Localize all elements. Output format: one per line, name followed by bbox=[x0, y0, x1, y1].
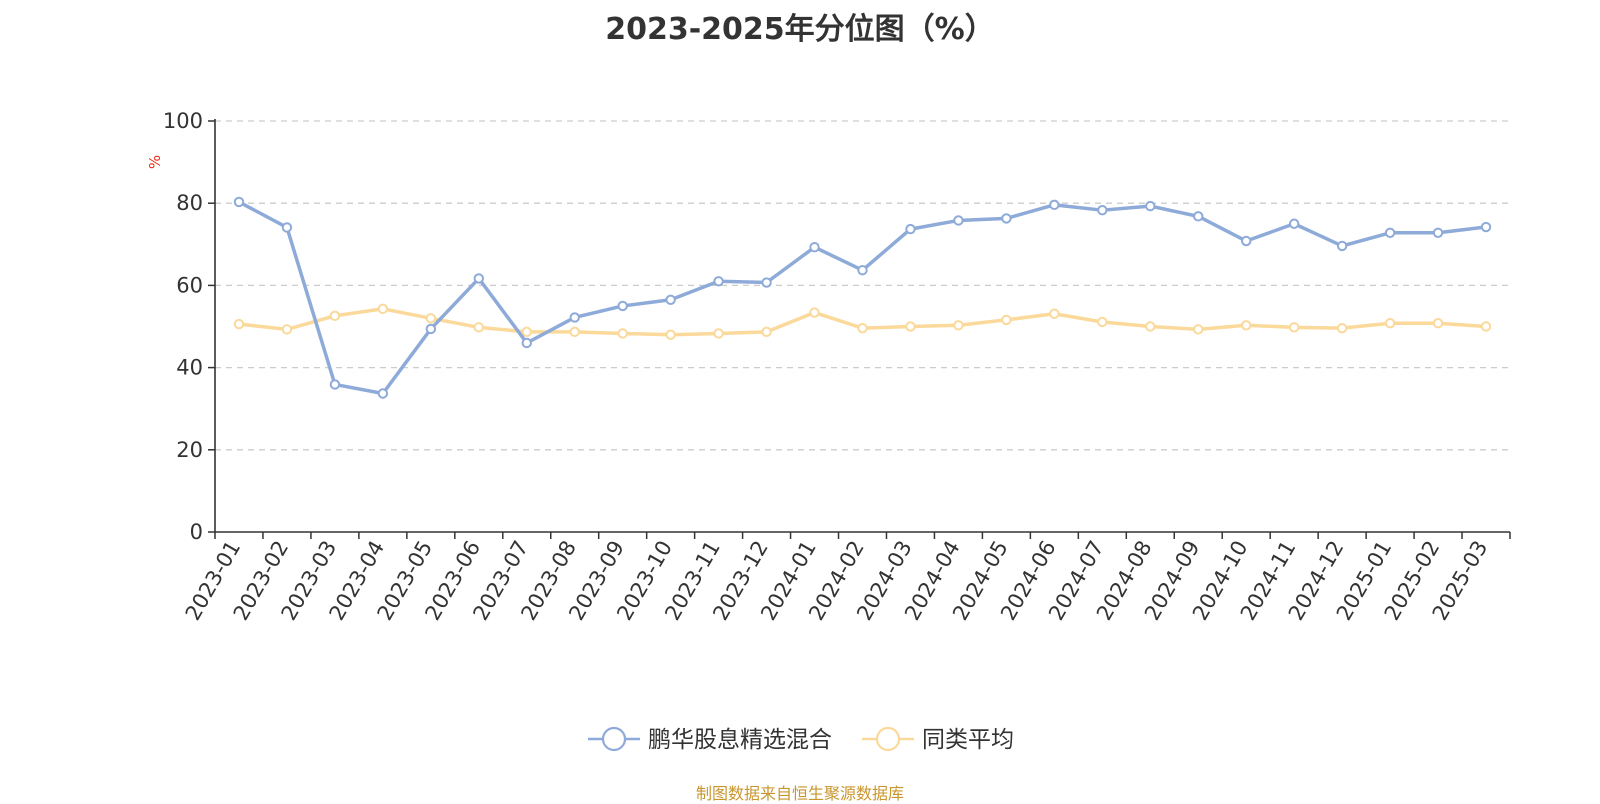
data-point bbox=[665, 329, 676, 340]
data-point bbox=[329, 379, 341, 390]
data-point bbox=[1001, 314, 1012, 326]
series-1 bbox=[233, 196, 1492, 399]
data-point bbox=[953, 215, 964, 226]
data-point bbox=[1480, 221, 1492, 233]
data-point bbox=[1145, 200, 1156, 212]
data-point bbox=[569, 326, 580, 338]
data-point bbox=[1432, 227, 1444, 238]
data-point bbox=[1288, 218, 1300, 229]
data-point bbox=[857, 322, 868, 334]
data-point bbox=[1432, 318, 1444, 329]
legend-item-2[interactable]: 同类平均 bbox=[862, 726, 1014, 753]
data-point bbox=[665, 294, 676, 305]
data-point bbox=[905, 321, 916, 332]
data-point bbox=[473, 322, 484, 333]
data-point bbox=[713, 328, 724, 339]
data-point bbox=[1097, 204, 1108, 216]
data-point bbox=[1193, 324, 1204, 335]
y-tick-label: 0 bbox=[190, 520, 203, 544]
data-point bbox=[1049, 199, 1060, 211]
data-point bbox=[281, 324, 293, 335]
data-point bbox=[713, 276, 724, 287]
data-point bbox=[1384, 318, 1396, 329]
data-point bbox=[905, 223, 916, 235]
data-point bbox=[377, 388, 389, 399]
legend-label: 同类平均 bbox=[922, 727, 1014, 753]
legend[interactable]: 鹏华股息精选混合 同类平均 bbox=[588, 726, 1014, 753]
data-point bbox=[857, 264, 868, 276]
data-point bbox=[1480, 321, 1492, 332]
data-point bbox=[233, 196, 245, 208]
data-point bbox=[1241, 235, 1252, 247]
data-point bbox=[617, 300, 628, 312]
chart-title: 2023-2025年分位图（%） bbox=[605, 12, 995, 47]
axes: 0204060801002023-012023-022023-032023-04… bbox=[163, 109, 1511, 624]
y-tick-label: 40 bbox=[176, 356, 203, 380]
series-line bbox=[238, 200, 1487, 396]
data-point bbox=[329, 310, 341, 322]
y-tick-label: 60 bbox=[176, 273, 203, 297]
data-point bbox=[761, 277, 772, 288]
data-point bbox=[521, 326, 532, 338]
data-point bbox=[1049, 308, 1060, 319]
y-tick-label: 100 bbox=[163, 109, 203, 133]
y-tick-label: 20 bbox=[176, 438, 203, 462]
data-point bbox=[1145, 321, 1156, 332]
legend-marker bbox=[601, 726, 627, 752]
data-point bbox=[1384, 227, 1396, 238]
legend-label: 鹏华股息精选混合 bbox=[648, 727, 832, 753]
data-point bbox=[1241, 320, 1252, 331]
data-point bbox=[1001, 213, 1012, 224]
series-2 bbox=[233, 303, 1492, 340]
y-tick-label: 80 bbox=[176, 191, 203, 215]
data-point bbox=[281, 222, 293, 233]
grid-lines bbox=[215, 120, 1510, 451]
data-point bbox=[809, 241, 820, 253]
data-point bbox=[473, 273, 484, 284]
data-point bbox=[377, 303, 389, 315]
legend-item-1[interactable]: 鹏华股息精选混合 bbox=[588, 726, 832, 753]
data-point bbox=[617, 328, 628, 339]
data-point bbox=[425, 323, 437, 335]
data-point bbox=[425, 313, 437, 324]
data-point bbox=[1336, 322, 1348, 334]
series-layer bbox=[233, 196, 1492, 399]
legend-marker bbox=[875, 726, 901, 752]
data-point bbox=[1193, 211, 1204, 222]
data-point bbox=[1097, 316, 1108, 328]
data-point bbox=[233, 318, 245, 330]
data-point bbox=[569, 312, 580, 323]
data-point bbox=[761, 326, 772, 338]
source-note: 制图数据来自恒生聚源数据库 bbox=[695, 784, 904, 803]
y-axis-unit-label: % bbox=[146, 155, 164, 169]
data-point bbox=[953, 320, 964, 331]
data-point bbox=[521, 337, 532, 349]
data-point bbox=[809, 307, 820, 318]
data-point bbox=[1288, 322, 1300, 333]
data-point bbox=[1336, 240, 1348, 252]
